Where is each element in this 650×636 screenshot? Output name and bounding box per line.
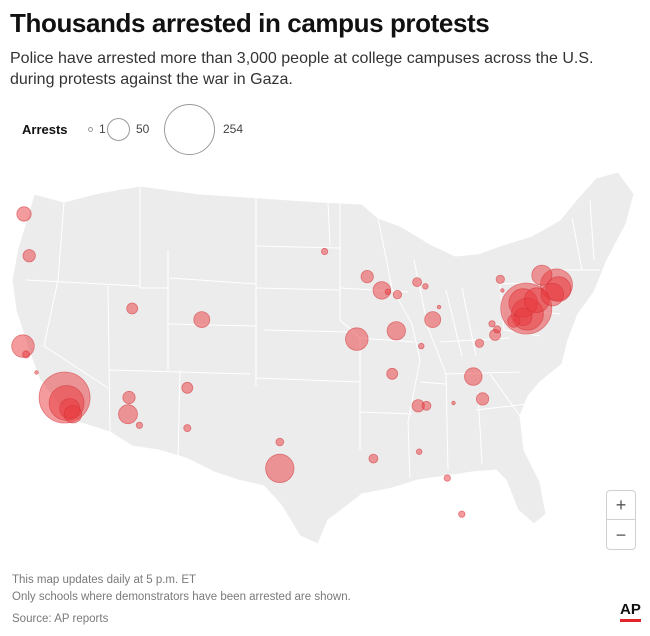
zoom-out-button[interactable]: − <box>615 524 627 545</box>
arrest-bubble[interactable] <box>424 311 442 329</box>
arrest-bubble[interactable] <box>436 304 442 310</box>
state-border <box>339 202 361 450</box>
state-border <box>43 345 109 389</box>
state-border <box>589 199 595 261</box>
arrest-bubble[interactable] <box>493 325 502 334</box>
arrest-bubble[interactable] <box>458 510 466 518</box>
state-border <box>263 329 349 333</box>
arrest-bubble[interactable] <box>443 474 451 482</box>
arrest-bubble[interactable] <box>422 283 429 290</box>
arrest-bubble[interactable] <box>451 400 456 406</box>
state-border <box>489 373 521 417</box>
arrest-bubble[interactable] <box>118 404 138 425</box>
arrest-bubble[interactable] <box>135 421 143 429</box>
arrest-bubble[interactable] <box>421 400 432 411</box>
legend-title: Arrests <box>22 122 68 137</box>
arrest-bubble[interactable] <box>475 392 490 406</box>
arrest-bubble[interactable] <box>275 437 285 447</box>
arrest-bubble[interactable] <box>531 264 553 286</box>
ap-logo: AP <box>620 602 641 622</box>
state-border <box>419 381 447 385</box>
state-border <box>359 411 413 415</box>
contiguous-us-landmass <box>11 171 635 545</box>
arrest-bubble[interactable] <box>418 342 425 350</box>
arrest-bubble[interactable] <box>63 404 83 424</box>
state-border <box>475 403 529 411</box>
legend-circle-small <box>88 127 93 132</box>
arrest-bubbles[interactable] <box>11 206 573 518</box>
legend-circle-large <box>164 104 215 155</box>
size-legend: Arrests 1 50 254 <box>20 104 280 160</box>
arrest-bubble[interactable] <box>488 320 496 328</box>
arrest-bubble[interactable] <box>320 247 329 256</box>
state-border <box>107 285 111 433</box>
state-border <box>167 323 257 327</box>
arrest-bubble[interactable] <box>368 453 379 464</box>
zoom-in-button[interactable]: + <box>607 491 635 520</box>
state-border <box>377 217 421 479</box>
legend-label-large: 254 <box>223 122 244 136</box>
arrest-bubble[interactable] <box>265 453 295 483</box>
arrest-bubble[interactable] <box>507 314 521 328</box>
arrest-bubble[interactable] <box>122 390 136 405</box>
arrest-bubble[interactable] <box>183 424 192 433</box>
arrest-bubble[interactable] <box>34 370 39 375</box>
page-title: Thousands arrested in campus protests <box>10 8 490 38</box>
arrest-bubble[interactable] <box>392 290 402 300</box>
source-note: Source: AP reports <box>12 613 109 625</box>
arrest-bubble[interactable] <box>386 367 399 380</box>
legend-label-medium: 50 <box>136 122 150 136</box>
state-border <box>25 279 141 287</box>
update-note: This map updates daily at 5 p.m. ET <box>12 574 197 586</box>
state-border <box>43 201 65 347</box>
arrest-bubble[interactable] <box>384 288 392 295</box>
arrest-bubble[interactable] <box>495 274 505 284</box>
coverage-note: Only schools where demonstrators have be… <box>12 591 351 603</box>
arrest-bubble[interactable] <box>474 338 485 348</box>
arrest-bubble[interactable] <box>126 302 139 315</box>
state-borders <box>25 186 600 479</box>
arrest-bubble[interactable] <box>193 311 211 329</box>
arrest-bubble[interactable] <box>386 321 406 341</box>
state-border <box>177 369 181 461</box>
state-border <box>255 377 361 383</box>
arrest-bubble[interactable] <box>181 381 194 394</box>
page-subtitle: Police have arrested more than 3,000 peo… <box>10 50 594 88</box>
state-border <box>445 289 463 357</box>
arrest-bubble[interactable] <box>360 270 374 284</box>
state-border <box>571 217 583 271</box>
arrest-bubble[interactable] <box>464 367 483 386</box>
state-border <box>169 277 257 285</box>
zoom-controls: + − <box>606 490 636 550</box>
state-border <box>139 186 168 289</box>
state-border <box>413 259 449 471</box>
arrest-bubble[interactable] <box>500 288 505 293</box>
arrest-bubble[interactable] <box>416 448 423 455</box>
arrest-bubble[interactable] <box>22 249 36 263</box>
legend-label-small: 1 <box>99 122 106 136</box>
arrest-bubble[interactable] <box>16 206 32 222</box>
state-border <box>359 337 415 343</box>
arrest-bubble[interactable] <box>345 327 369 351</box>
land-layer <box>11 171 635 545</box>
state-border <box>255 287 341 291</box>
state-border <box>327 201 331 247</box>
us-map[interactable] <box>0 160 650 570</box>
legend-circle-medium <box>107 118 130 141</box>
arrest-bubble[interactable] <box>22 350 31 359</box>
arrest-bubble[interactable] <box>412 277 423 287</box>
arrest-bubble[interactable] <box>540 282 565 307</box>
state-border <box>255 245 341 249</box>
state-border <box>461 287 477 357</box>
state-border <box>445 371 521 375</box>
